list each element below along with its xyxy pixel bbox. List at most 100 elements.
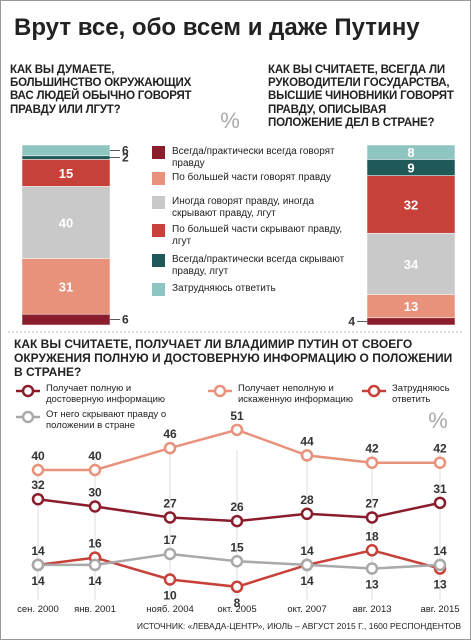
data-point	[433, 456, 447, 469]
value-label: 30	[88, 486, 102, 500]
value-label: 6	[122, 143, 129, 157]
value-label: 27	[163, 496, 177, 510]
value-label: 6	[122, 313, 129, 327]
data-point	[300, 449, 314, 462]
value-label: 27	[365, 496, 379, 510]
value-label: 34	[404, 257, 419, 272]
data-point	[365, 456, 379, 469]
bar-segment	[366, 144, 456, 160]
legend-label: Всегда/практически всегда скрывают правд…	[172, 254, 345, 277]
legend-label: Затрудняюсь ответить	[172, 283, 276, 294]
data-point	[365, 544, 379, 557]
value-label: 13	[433, 578, 447, 592]
data-point	[88, 463, 102, 477]
data-point	[163, 573, 177, 586]
bar-segment	[21, 258, 111, 315]
bar-segment	[21, 155, 111, 160]
data-point	[300, 507, 314, 521]
chart-title: КАК ВЫ СЧИТАЕТЕ, ПОЛУЧАЕТ ЛИ ВЛАДИМИР ПУ…	[14, 337, 453, 379]
value-label: 40	[59, 215, 73, 230]
data-point	[163, 441, 177, 455]
unit-label: %	[220, 108, 240, 133]
value-label: 40	[31, 449, 45, 463]
legend-swatch	[152, 283, 165, 296]
x-tick-label: сен. 2000	[17, 604, 59, 615]
value-label: 14	[300, 574, 314, 588]
x-tick-label: авг. 2015	[420, 604, 459, 615]
legend-swatch	[152, 146, 165, 159]
data-point	[31, 492, 45, 506]
bar-segment	[366, 317, 456, 326]
value-label: 14	[433, 544, 447, 558]
value-label: 15	[59, 166, 73, 181]
value-label: 16	[88, 537, 102, 551]
value-label: 28	[300, 493, 314, 507]
bar-segment	[21, 186, 111, 259]
legend-swatch	[152, 224, 165, 237]
value-label: 13	[404, 299, 418, 314]
data-point	[31, 463, 45, 477]
value-label: 4	[348, 314, 355, 328]
bar-segment	[366, 175, 456, 234]
value-label: 9	[407, 161, 414, 176]
legend-swatch	[152, 196, 165, 209]
legend-label: Получает полную и достоверную информацию	[46, 383, 165, 405]
value-label: 42	[365, 442, 379, 456]
legend-label: Получает неполную и искаженную информаци…	[238, 383, 353, 405]
bar-segment	[21, 144, 111, 157]
value-label: 31	[59, 279, 73, 294]
value-label: 46	[163, 427, 177, 441]
legend-marker	[21, 410, 35, 424]
value-label: 8	[234, 596, 241, 610]
legend-swatch	[152, 254, 165, 267]
value-label: 40	[88, 449, 102, 463]
data-point	[230, 514, 244, 528]
data-point	[433, 496, 447, 510]
value-label: 2	[122, 151, 129, 165]
value-label: 14	[300, 544, 314, 558]
bar-segment	[21, 313, 111, 326]
x-tick-label: окт. 2005	[217, 604, 256, 615]
x-tick-label: янв. 2001	[74, 604, 116, 615]
question: КАК ВЫ СЧИТАЕТЕ, ВСЕГДА ЛИ РУКОВОДИТЕЛИ …	[268, 64, 454, 129]
value-label: 14	[31, 574, 45, 588]
legend-label: По большей части говорят правду	[172, 172, 331, 183]
source: ИСТОЧНИК: «ЛЕВАДА-ЦЕНТР», ИЮЛЬ – АВГУСТ …	[136, 621, 461, 631]
value-label: 8	[407, 145, 414, 160]
value-label: 32	[404, 197, 418, 212]
legend-marker	[213, 384, 227, 398]
value-label: 17	[163, 533, 177, 547]
legend-label: Всегда/практически всегда говорят правду	[172, 146, 335, 169]
data-point	[88, 558, 102, 572]
value-label: 14	[88, 574, 102, 588]
value-label: 31	[433, 482, 447, 496]
x-tick-label: окт. 2007	[287, 604, 326, 615]
legend-label: По большей части скрывают правду, лгут	[172, 224, 343, 247]
data-point	[230, 423, 244, 437]
legend-label: Затрудняюсь ответить	[392, 383, 450, 405]
data-point	[163, 547, 177, 561]
value-label: 32	[31, 478, 45, 492]
value-label: 10	[163, 589, 177, 603]
data-point	[230, 555, 244, 568]
legend-marker	[367, 384, 381, 398]
bar-segment	[366, 232, 456, 295]
data-point	[31, 558, 45, 572]
question: КАК ВЫ ДУМАЕТЕ, БОЛЬШИНСТВО ОКРУЖАЮЩИХ В…	[10, 64, 192, 116]
value-label: 26	[230, 500, 244, 514]
data-point	[300, 558, 314, 572]
page-title: Врут все, обо всем и даже Путину	[14, 14, 420, 41]
value-label: 14	[31, 544, 45, 558]
x-tick-label: нояб. 2004	[146, 604, 194, 615]
legend-swatch	[152, 172, 165, 185]
value-label: 51	[230, 409, 244, 423]
data-point	[365, 511, 379, 524]
data-point	[163, 511, 177, 524]
data-point	[88, 500, 102, 513]
value-label: 42	[433, 442, 447, 456]
legend-label: От него скрывают правду о положении в ст…	[46, 409, 167, 431]
value-label: 18	[365, 529, 379, 543]
data-point	[365, 562, 379, 575]
value-label: 44	[300, 434, 314, 448]
value-label: 15	[230, 540, 244, 554]
